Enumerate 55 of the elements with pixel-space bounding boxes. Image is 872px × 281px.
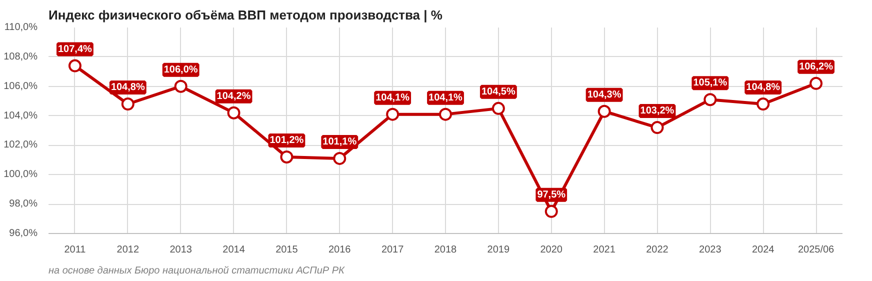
- x-tick-label: 2020: [540, 244, 563, 256]
- x-tick-label: 2011: [64, 244, 86, 256]
- x-tick-label: 2013: [170, 244, 192, 256]
- data-label: 103,2%: [640, 106, 674, 117]
- data-label: 106,0%: [164, 64, 198, 76]
- data-label: 105,1%: [693, 78, 728, 89]
- x-tick-label: 2014: [222, 244, 246, 256]
- data-label: 104,8%: [110, 82, 145, 94]
- y-tick-label: 110,0%: [4, 22, 38, 33]
- data-label: 104,8%: [746, 82, 780, 94]
- data-label: 106,2%: [799, 61, 834, 72]
- x-tick-label: 2022: [646, 244, 669, 256]
- data-label: 104,3%: [587, 89, 622, 100]
- x-tick-label: 2025/06: [798, 244, 835, 256]
- x-tick-label: 2021: [593, 244, 616, 256]
- x-tick-label: 2024: [752, 244, 775, 256]
- x-tick-label: 2016: [328, 244, 352, 256]
- y-tick-label: 106,0%: [4, 80, 38, 92]
- point: [333, 152, 346, 165]
- data-label: 104,5%: [481, 86, 516, 98]
- point: [174, 80, 188, 93]
- point: [544, 204, 558, 218]
- x-tick-label: 2017: [381, 244, 404, 256]
- point: [439, 108, 452, 121]
- data-label: 101,2%: [270, 134, 304, 146]
- y-tick-label: 100,0%: [4, 169, 38, 180]
- chart-title: Индекс физического объёма ВВП методом производства | %: [48, 8, 443, 22]
- point: [68, 59, 82, 72]
- point: [492, 102, 505, 115]
- data-label: 107,4%: [58, 44, 92, 55]
- point: [598, 104, 611, 118]
- point: [227, 106, 240, 120]
- x-tick-label: 2018: [434, 244, 458, 256]
- text: на основе данных Бюро национальной статистики АСПиР РК: [48, 266, 346, 276]
- y-tick-label: 102,0%: [4, 140, 38, 151]
- x-tick-label: 2023: [699, 244, 722, 256]
- point: [121, 98, 134, 111]
- data-label: 97,5%: [537, 189, 566, 200]
- data-label: 104,1%: [428, 92, 463, 104]
- y-tick-label: 98,0%: [9, 198, 38, 210]
- point: [386, 108, 400, 121]
- data-label: 104,1%: [376, 92, 410, 104]
- point: [280, 150, 294, 164]
- y-tick-label: 96,0%: [9, 228, 38, 239]
- data-label: 101,1%: [322, 136, 357, 148]
- x-tick-label: 2012: [116, 244, 140, 256]
- data-label: 104,2%: [216, 90, 251, 102]
- point: [650, 121, 664, 134]
- point: [810, 76, 823, 90]
- y-tick-label: 104,0%: [4, 110, 38, 122]
- x-tick-label: 2019: [487, 244, 510, 256]
- point: [704, 93, 717, 106]
- x-tick-label: 2015: [276, 244, 298, 256]
- y-tick-label: 108,0%: [4, 51, 38, 62]
- point: [756, 98, 770, 111]
